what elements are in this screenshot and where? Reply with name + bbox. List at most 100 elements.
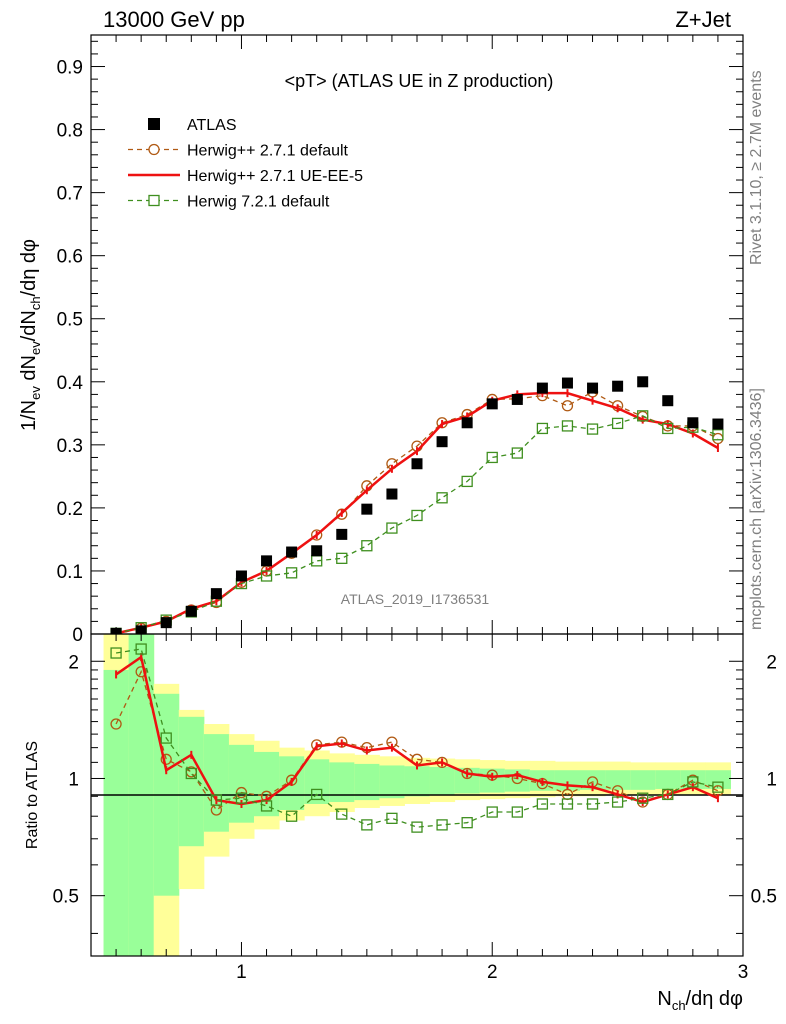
series-marker-square: [511, 447, 523, 459]
series-marker-square: [662, 422, 674, 435]
series-marker-square: [411, 821, 423, 833]
ratio-band-inner-bin: [429, 767, 456, 795]
y-tick-label: 0.4: [57, 373, 84, 394]
x-axis-label: Nch/dη dφ: [657, 988, 743, 1013]
ratio-tick-label-right: 2: [766, 652, 777, 673]
ratio-plot-series: [110, 643, 724, 833]
ratio-band-inner-bin: [379, 765, 405, 799]
series-marker-circle: [135, 666, 147, 678]
atlas-data-point: [637, 376, 649, 388]
series-marker-square: [712, 429, 724, 441]
ratio-band-inner-bin: [329, 762, 355, 803]
series-marker-square: [637, 410, 649, 422]
legend: ATLAS Herwig++ 2.7.1 default Herwig++ 2.7.…: [128, 117, 363, 211]
atlas-data-point: [587, 382, 599, 394]
y-tick-label: 0.2: [57, 499, 83, 520]
ratio-band-inner-bin: [630, 770, 656, 790]
ratio-tick-label: 1: [68, 769, 79, 790]
series-marker-square: [386, 812, 398, 824]
x-tick-label: 3: [738, 962, 749, 983]
ratio-tick-label: 0.5: [53, 887, 79, 908]
series-marker-square: [436, 492, 448, 504]
series-marker-square: [536, 798, 549, 810]
series-marker-square: [361, 540, 373, 552]
series-marker-square: [260, 800, 273, 812]
series-marker-square: [461, 817, 473, 829]
y-tick-label: 0: [72, 625, 83, 646]
atlas-data-point: [185, 605, 197, 617]
series-marker-square: [662, 788, 674, 801]
ratio-band-inner-bin: [705, 770, 731, 789]
ratio-tick-label-right: 0.5: [751, 887, 777, 908]
series-marker-circle: [110, 718, 122, 730]
legend-label: Herwig++ 2.7.1 UE-EE-5: [187, 168, 363, 185]
y-tick-label: 0.9: [57, 58, 83, 79]
ratio-tick-label-right: 1: [766, 769, 777, 790]
atlas-data-point: [235, 570, 247, 582]
ratio-band-inner-bin: [128, 634, 155, 956]
x-tick-label: 1: [236, 962, 247, 983]
ratio-band-inner-bin: [178, 716, 205, 847]
atlas-data-point: [386, 488, 398, 500]
y-axis-label: 1/Nev dNev/dNch/dη dφ: [18, 239, 43, 431]
legend-label: Herwig++ 2.7.1 default: [187, 143, 349, 160]
series-marker-circle: [561, 400, 574, 412]
legend-marker-square: [148, 194, 160, 207]
series-marker-square: [361, 819, 373, 831]
series-marker-square: [461, 475, 473, 488]
series-marker-square: [561, 420, 574, 432]
x-tick-label: 2: [487, 962, 498, 983]
series-marker-square: [235, 792, 248, 804]
series-line: [115, 648, 719, 828]
legend-label: Herwig 7.2.1 default: [187, 194, 330, 211]
series-marker-circle: [311, 529, 323, 541]
side-label-mcplots: mcplots.cern.ch [arXiv:1306.3436]: [748, 388, 765, 630]
series-marker-square: [486, 806, 498, 818]
series-marker-square: [712, 781, 724, 793]
atlas-data-point: [210, 588, 222, 600]
ratio-band-inner-bin: [254, 751, 280, 817]
atlas-data-point: [662, 395, 674, 407]
chart-title: <pT> (ATLAS UE in Z production): [285, 71, 554, 91]
ratio-band-inner-bin: [354, 763, 380, 801]
series-marker-square: [185, 767, 197, 780]
y-tick-label: 0.5: [57, 310, 83, 331]
ratio-band-inner-bin: [304, 759, 330, 804]
legend-label: ATLAS: [187, 117, 237, 134]
atlas-data-point: [286, 546, 298, 558]
y-tick-label: 0.8: [57, 121, 83, 142]
atlas-data-point: [311, 545, 323, 557]
ratio-band-inner-bin: [103, 669, 130, 956]
series-marker-square: [436, 819, 448, 831]
header-left: 13000 GeV pp: [103, 7, 245, 32]
atlas-data-point: [712, 418, 724, 430]
series-marker-square: [611, 796, 624, 808]
series-marker-square: [411, 509, 423, 522]
y-tick-label: 0.1: [57, 562, 83, 583]
ratio-tick-label: 2: [68, 652, 79, 673]
series-marker-square: [110, 647, 122, 659]
series-marker-circle: [160, 753, 172, 765]
series-marker-square: [611, 417, 624, 430]
series-marker-square: [311, 788, 323, 801]
ratio-band-inner-bin: [228, 744, 255, 823]
header-right: Z+Jet: [675, 7, 731, 32]
ratio-uncertainty-bands: [103, 634, 731, 956]
atlas-data-point: [160, 617, 172, 629]
y-tick-label: 0.6: [57, 247, 83, 268]
atlas-data-point: [436, 436, 448, 448]
analysis-watermark: ATLAS_2019_I1736531: [341, 591, 490, 607]
atlas-data-point: [336, 528, 348, 540]
side-label-rivet: Rivet 3.1.10, ≥ 2.7M events: [748, 70, 765, 265]
series-marker-square: [586, 423, 599, 435]
atlas-data-point: [361, 503, 373, 515]
ratio-band-inner-bin: [655, 770, 681, 789]
atlas-data-point: [536, 382, 548, 394]
series-marker-square: [285, 567, 298, 579]
y-tick-label: 0.7: [57, 184, 83, 205]
series-marker-square: [536, 422, 549, 435]
series-marker-square: [486, 451, 498, 464]
series-marker-square: [586, 798, 599, 810]
series-marker-square: [336, 552, 348, 564]
ratio-band-inner-bin: [605, 770, 631, 790]
